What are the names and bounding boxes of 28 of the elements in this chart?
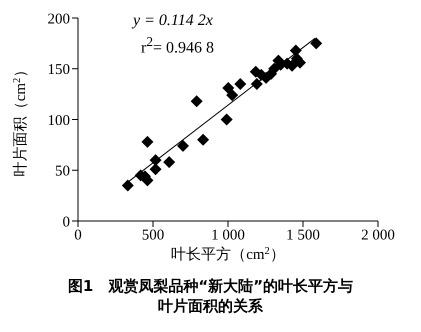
- x-tick-label: 500: [142, 228, 164, 244]
- x-tick-label: 1 500: [286, 228, 320, 244]
- y-tick-label: 100: [48, 112, 70, 129]
- x-tick-label: 2 000: [361, 228, 395, 244]
- point: [150, 163, 162, 176]
- point: [190, 95, 203, 108]
- x-tick-label: 0: [74, 228, 82, 244]
- point: [163, 156, 176, 168]
- point: [150, 154, 162, 166]
- point: [310, 37, 322, 50]
- point: [222, 82, 234, 94]
- x-axis-title: 叶长平方（cm$^{2}$）: [171, 246, 285, 263]
- y-tick-label: 200: [48, 11, 70, 28]
- point: [250, 78, 263, 90]
- point: [226, 89, 238, 102]
- point: [234, 78, 246, 90]
- y-tick-label: 150: [48, 62, 70, 78]
- x-tick-label: 1 000: [211, 228, 245, 244]
- point: [220, 114, 233, 126]
- y-tick-label: 50: [55, 164, 70, 180]
- point: [141, 136, 154, 148]
- point: [122, 179, 134, 192]
- annotation: r$^{2}$= 0.946 8: [141, 34, 214, 58]
- y-tick-label: 0: [62, 214, 70, 230]
- annotation: y = 0.114 2x: [133, 12, 213, 30]
- point: [197, 134, 210, 146]
- text: 图1 观赏凤梨品种“新大陆”的叶长平方与叶片面积的关系: [66, 276, 354, 316]
- point: [177, 140, 189, 152]
